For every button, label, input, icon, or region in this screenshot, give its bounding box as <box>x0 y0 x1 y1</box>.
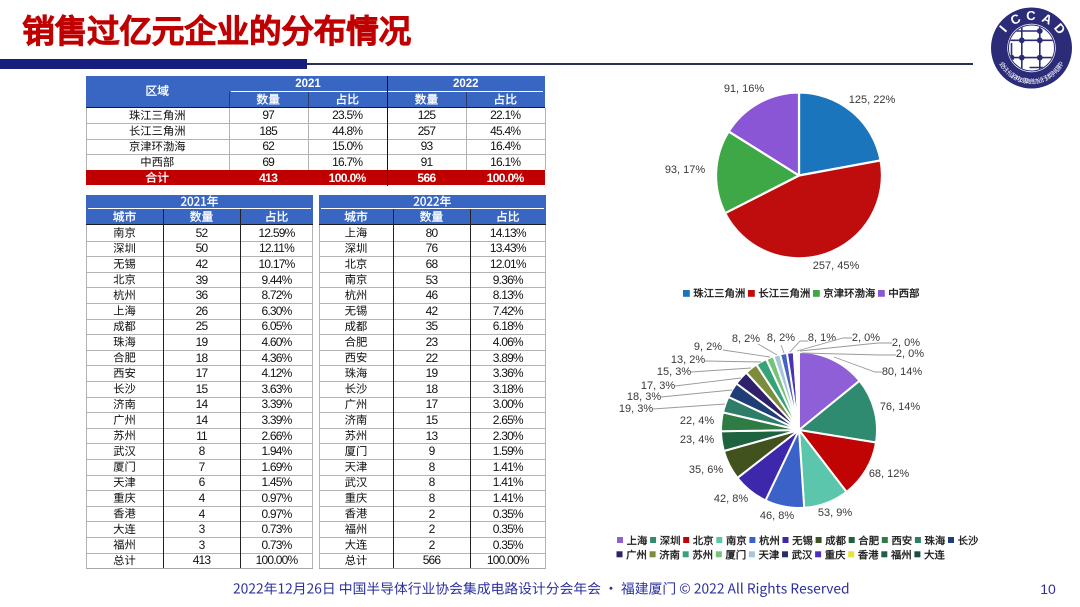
svg-text:C: C <box>1026 8 1036 23</box>
